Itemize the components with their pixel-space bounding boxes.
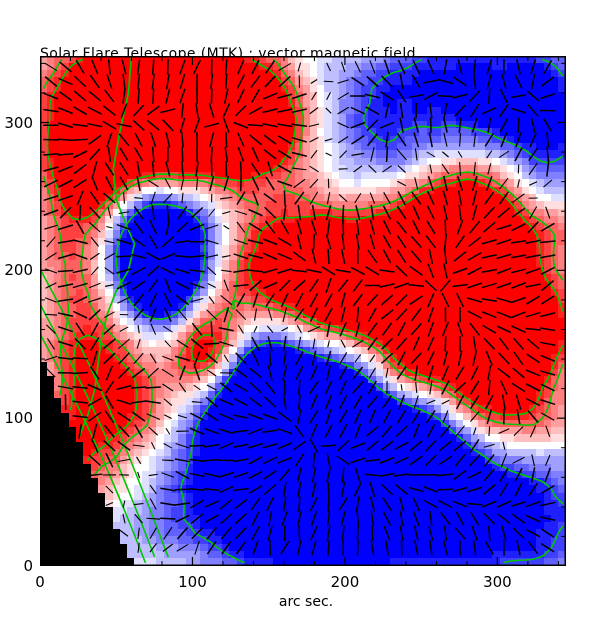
x-tick-label: 300 [483, 573, 512, 591]
y-tick-label: 200 [4, 261, 33, 280]
x-axis-title: arc sec. [278, 594, 334, 610]
plot-area [40, 56, 566, 566]
y-tick-label: 100 [4, 409, 33, 428]
x-tick-label: 200 [330, 573, 360, 591]
x-tick-label: 0 [35, 573, 45, 591]
x-tick-label: 100 [178, 573, 207, 591]
y-tick-label: 0 [23, 557, 33, 575]
magnetogram-heatmap [40, 56, 566, 566]
y-tick-label: 300 [4, 113, 33, 132]
